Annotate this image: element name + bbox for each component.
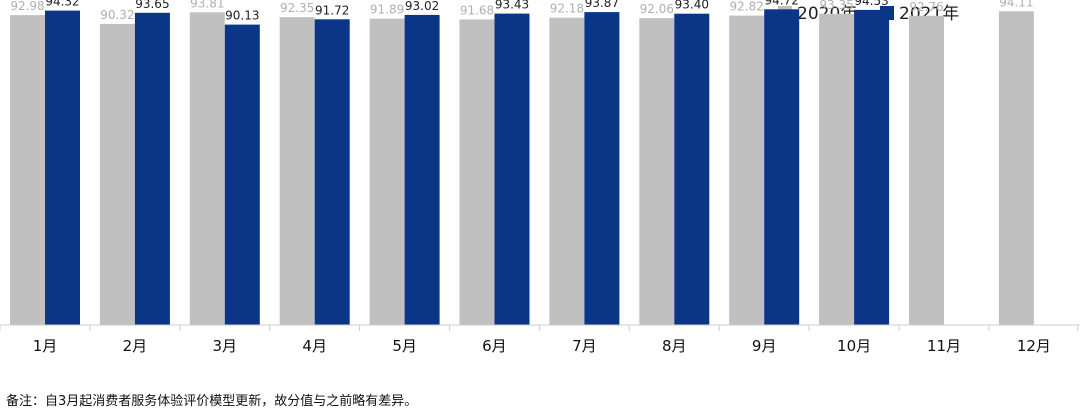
bar-2021-5 xyxy=(404,14,440,326)
category-label-11: 11月 xyxy=(927,337,961,355)
category-label-3: 3月 xyxy=(213,337,238,355)
bar-2021-4 xyxy=(314,19,350,326)
bar-2021-10 xyxy=(854,9,890,326)
value-label-2020-3: 93.81 xyxy=(190,0,224,10)
value-label-2020-7: 92.18 xyxy=(550,2,584,16)
value-label-2020-4: 92.35 xyxy=(280,1,314,15)
value-label-2020-6: 91.68 xyxy=(460,3,494,17)
category-label-7: 7月 xyxy=(572,337,597,355)
category-label-10: 10月 xyxy=(837,337,871,355)
category-label-2: 2月 xyxy=(123,337,148,355)
bar-2021-7 xyxy=(584,12,620,325)
bar-2020-11 xyxy=(909,15,944,326)
value-label-2021-1: 94.32 xyxy=(45,0,79,9)
value-label-2021-9: 94.72 xyxy=(765,0,799,7)
bars-layer xyxy=(10,9,1034,326)
value-label-2020-11: 92.76 xyxy=(909,0,943,14)
category-label-6: 6月 xyxy=(482,337,507,355)
bar-2020-4 xyxy=(279,17,315,325)
bar-2020-1 xyxy=(10,15,45,325)
bar-2020-6 xyxy=(459,19,495,326)
bar-2020-5 xyxy=(369,18,405,325)
bar-2021-8 xyxy=(674,13,710,325)
category-label-4: 4月 xyxy=(302,337,327,355)
value-label-2021-4: 91.72 xyxy=(315,3,349,17)
value-label-2021-7: 93.87 xyxy=(585,0,619,10)
value-label-2020-9: 92.82 xyxy=(730,0,764,14)
category-label-9: 9月 xyxy=(752,337,777,355)
bar-2021-2 xyxy=(134,12,170,326)
value-label-2020-10: 93.35 xyxy=(819,0,853,12)
bar-2020-8 xyxy=(639,18,675,325)
value-label-2020-5: 91.89 xyxy=(370,3,404,17)
bar-2021-9 xyxy=(764,9,800,326)
footnote: 备注：自3月起消费者服务体验评价模型更新，故分值与之前略有差异。 xyxy=(6,393,417,409)
category-labels-layer: 1月 2月 3月 4月 5月 6月 7月 8月 9月 10月 11月 12月 xyxy=(33,337,1051,355)
value-label-2020-12: 94.11 xyxy=(999,0,1033,9)
value-label-2021-6: 93.43 xyxy=(495,0,529,12)
value-label-2021-10: 94.53 xyxy=(854,0,888,8)
bar-2020-3 xyxy=(189,12,225,326)
value-label-2021-5: 93.02 xyxy=(405,0,439,13)
category-label-1: 1月 xyxy=(33,337,58,355)
category-label-12: 12月 xyxy=(1017,337,1051,355)
bar-2020-2 xyxy=(99,23,135,326)
value-label-2020-2: 90.32 xyxy=(100,8,134,22)
bar-2021-3 xyxy=(224,24,260,325)
category-label-5: 5月 xyxy=(392,337,417,355)
bar-2020-7 xyxy=(549,17,585,325)
bar-2020-10 xyxy=(819,13,855,326)
value-label-2021-2: 93.65 xyxy=(135,0,169,11)
bar-2021-1 xyxy=(45,10,80,325)
category-label-8: 8月 xyxy=(662,337,687,355)
value-label-2020-8: 92.06 xyxy=(640,2,674,16)
value-label-2020-1: 92.98 xyxy=(10,0,44,13)
bar-2020-12 xyxy=(998,11,1034,326)
value-label-2021-3: 90.13 xyxy=(225,9,259,23)
bar-2020-9 xyxy=(729,15,765,325)
value-label-2021-8: 93.40 xyxy=(675,0,709,12)
bar-2021-6 xyxy=(494,13,530,325)
x-ticks-layer xyxy=(0,325,1079,331)
